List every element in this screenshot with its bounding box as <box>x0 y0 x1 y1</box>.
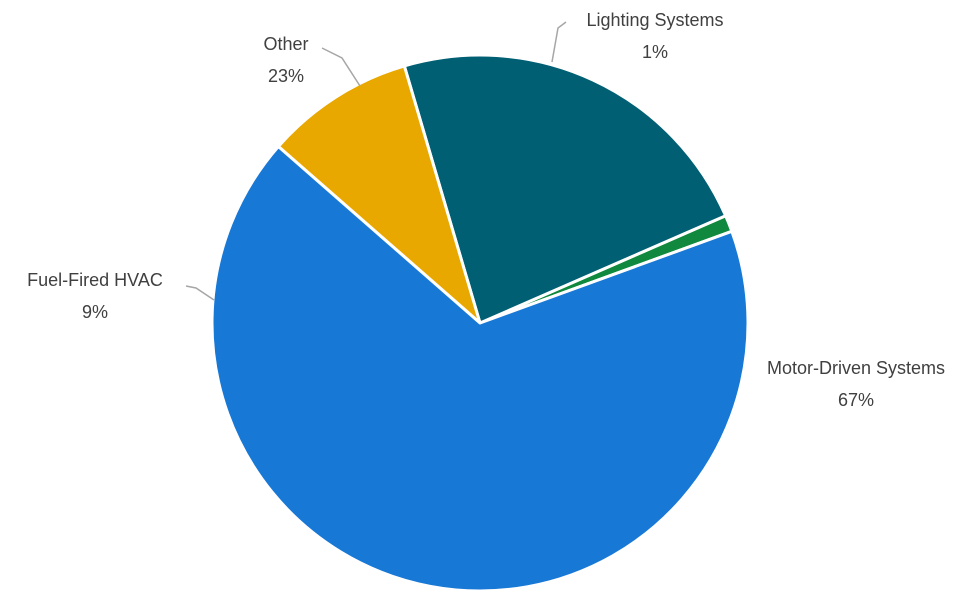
slice-label: Fuel-Fired HVAC <box>27 270 163 290</box>
slice-label: Motor-Driven Systems <box>767 358 945 378</box>
pie-slice-fuel-fired-hvac <box>276 64 482 325</box>
slice-value-label: 1% <box>642 42 668 62</box>
pie-slice-other <box>402 53 728 325</box>
slice-value-label: 9% <box>82 302 108 322</box>
leader-lines-layer <box>185 21 567 301</box>
slice-value-label: 67% <box>838 390 874 410</box>
leader-line-other <box>321 47 361 87</box>
slice-label: Other <box>263 34 308 54</box>
leader-line-lighting-systems <box>551 21 567 63</box>
slice-label: Lighting Systems <box>586 10 723 30</box>
slices-layer <box>210 53 750 593</box>
data-labels-layer: Lighting Systems 1% Other 23% Fuel-Fired HVA… <box>27 10 945 410</box>
leader-line-fuel-fired-hvac <box>185 285 215 301</box>
slice-value-label: 23% <box>268 66 304 86</box>
